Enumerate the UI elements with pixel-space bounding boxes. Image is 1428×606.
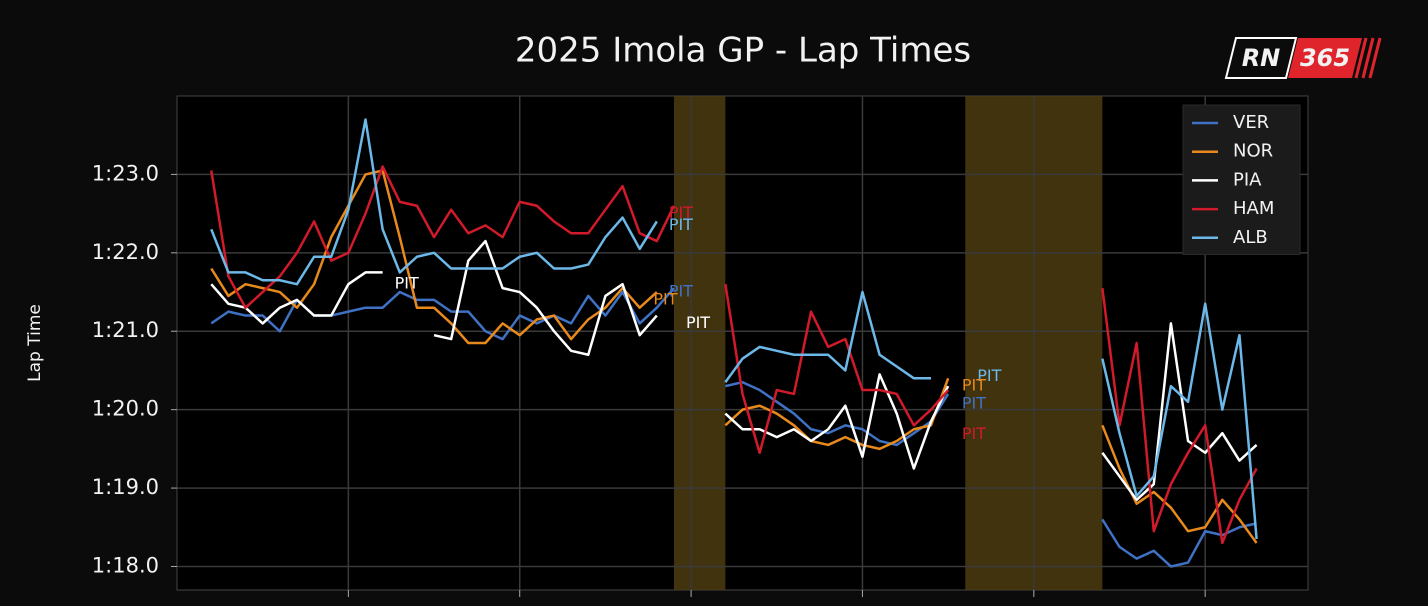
- logo-right-bg: [1288, 38, 1362, 78]
- legend-label: PIA: [1233, 169, 1262, 190]
- y-tick-label: 1:23.0: [92, 161, 159, 185]
- legend-label: VER: [1233, 112, 1269, 133]
- pit-annotation: PIT: [395, 274, 419, 293]
- legend-label: ALB: [1233, 227, 1268, 248]
- pit-annotation: PIT: [669, 203, 693, 222]
- logo-stripe: [1368, 37, 1382, 79]
- logo: RN 365: [1224, 37, 1382, 79]
- logo-text: RN: [1242, 44, 1281, 72]
- logo-text: 365: [1300, 44, 1350, 72]
- series-line: [210, 239, 1258, 502]
- series-line: [210, 118, 1258, 540]
- pit-window: [673, 96, 726, 590]
- pit-annotation: PIT: [669, 282, 693, 301]
- pit-annotation: PIT: [977, 366, 1001, 385]
- plot-area: [176, 95, 1309, 591]
- y-tick-label: 1:19.0: [92, 475, 159, 499]
- y-tick-label: 1:22.0: [92, 240, 159, 264]
- chart-title: 2025 Imola GP - Lap Times: [515, 31, 971, 71]
- logo-stripe: [1361, 37, 1375, 79]
- pit-annotation: PIT: [686, 313, 710, 332]
- logo-left-bg: [1224, 37, 1298, 79]
- legend-label: HAM: [1233, 198, 1274, 219]
- pit-annotation: PIT: [962, 394, 986, 413]
- pit-annotation: PIT: [962, 376, 986, 395]
- y-tick-label: 1:21.0: [92, 318, 159, 342]
- y-tick-label: 1:20.0: [92, 397, 159, 421]
- legend-label: NOR: [1233, 141, 1273, 162]
- pit-annotation: PIT: [962, 424, 986, 443]
- y-axis-label: Lap Time: [25, 304, 45, 382]
- pit-annotation: PIT: [669, 215, 693, 234]
- series-line: [210, 287, 1257, 568]
- series-line: [210, 165, 1258, 545]
- pit-annotation: PIT: [653, 289, 677, 308]
- logo-stripe: [1354, 37, 1368, 79]
- y-tick-label: 1:18.0: [92, 553, 159, 577]
